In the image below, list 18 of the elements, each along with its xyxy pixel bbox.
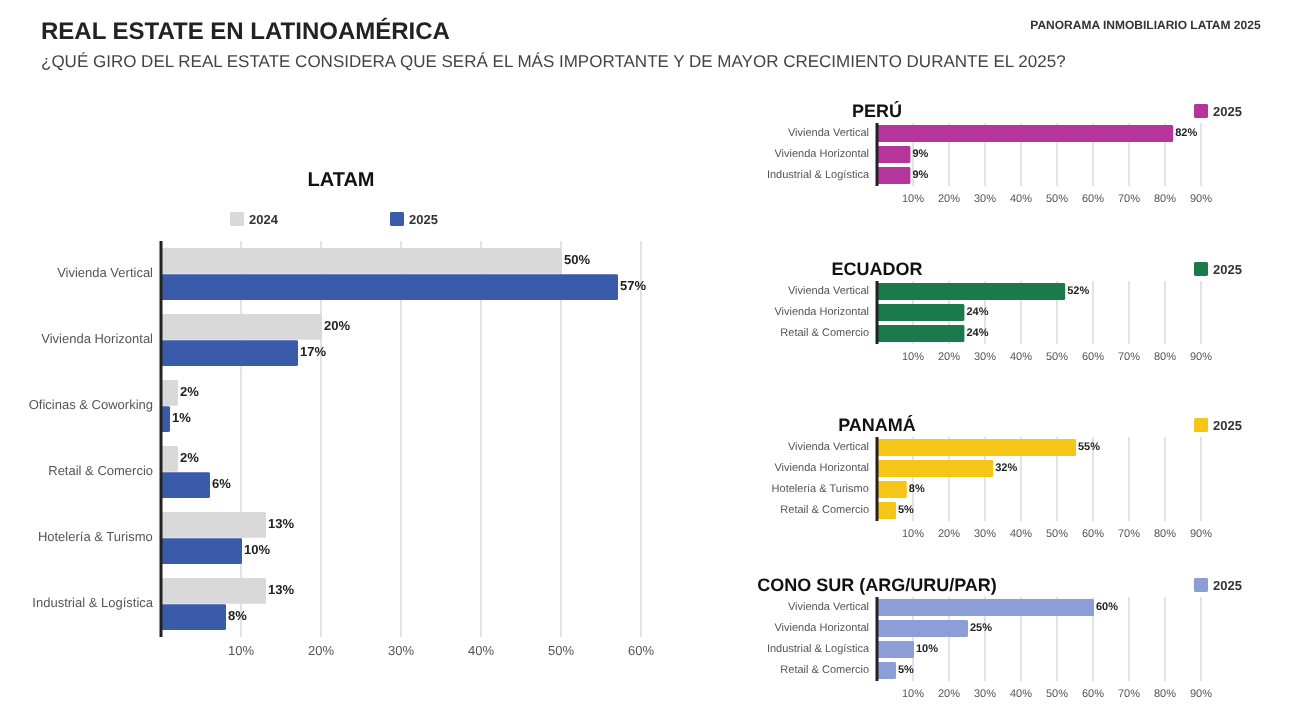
bar [160, 604, 226, 631]
bar [876, 619, 968, 638]
bar [160, 340, 298, 367]
bar [876, 640, 914, 659]
chart-title: ECUADOR [831, 259, 924, 279]
text: ¿QUÉ GIRO DEL REAL ESTATE CONSIDERA QUE SERÁ EL MÁS IMPORTANTE Y DE MAYOR CRECIMIENTO DURANTE EL 2025? [41, 51, 1067, 71]
chart-title: CONO SUR (ARG/URU/PAR) [757, 575, 997, 595]
bar [876, 438, 1076, 457]
bar [160, 538, 242, 565]
chart-title: PANAMÁ [838, 415, 917, 435]
bar [876, 480, 907, 499]
bar [160, 472, 210, 499]
bar [876, 459, 994, 478]
chart-title: PERÚ [852, 101, 903, 121]
chart-title: LATAM [307, 170, 375, 192]
bar [876, 598, 1094, 617]
bar [160, 274, 618, 301]
text: REAL ESTATE EN LATINOAMÉRICA [41, 17, 451, 45]
